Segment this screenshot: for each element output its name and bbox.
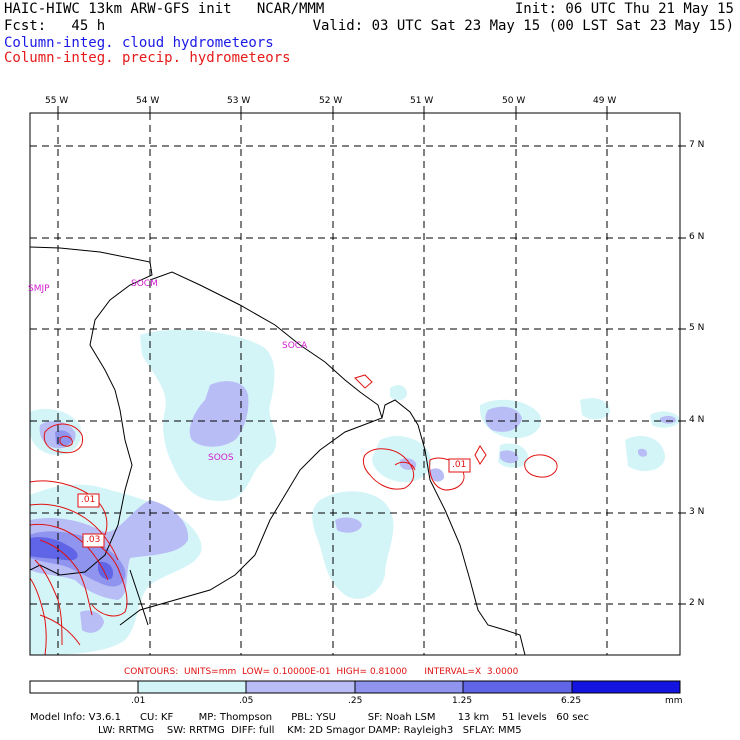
lon-label: 52 W bbox=[319, 96, 343, 106]
colorbar-tick: 1.25 bbox=[452, 696, 473, 706]
coastline bbox=[30, 246, 526, 655]
lon-label: 51 W bbox=[410, 96, 434, 106]
lat-label: 2 N bbox=[689, 598, 705, 608]
colorbar-tick: 6.25 bbox=[561, 696, 582, 706]
lat-lon-grid bbox=[30, 113, 680, 655]
init-time: Init: 06 UTC Thu 21 May 15 bbox=[514, 1, 734, 17]
legend-precip: Column-integ. precip. hydrometeors bbox=[4, 50, 291, 66]
model-info-line2: LW: RRTMG SW: RRTMG DIFF: full KM: 2D Sm… bbox=[98, 725, 522, 736]
forecast-hour: Fcst: 45 h bbox=[4, 18, 106, 34]
lat-label: 6 N bbox=[689, 232, 705, 242]
station-label: SOOS bbox=[208, 453, 234, 463]
station-label: SOCA bbox=[282, 341, 308, 351]
colorbar bbox=[29, 680, 681, 694]
map-frame bbox=[29, 112, 681, 656]
lat-label: 7 N bbox=[689, 140, 705, 150]
contour-label: .01 bbox=[81, 495, 96, 505]
lon-label: 50 W bbox=[502, 96, 526, 106]
station-label: SOCM bbox=[131, 279, 158, 289]
lat-label: 5 N bbox=[689, 323, 705, 333]
contour-label-boxes bbox=[77, 458, 471, 548]
colorbar-tick: .25 bbox=[348, 696, 363, 706]
colorbar-unit: mm bbox=[665, 696, 683, 706]
axis-ticks bbox=[57, 106, 686, 605]
contour-label: .03 bbox=[86, 535, 101, 545]
station-label: SMJP bbox=[28, 284, 50, 294]
contour-label: .01 bbox=[452, 460, 467, 470]
title-line: HAIC-HIWC 13km ARW-GFS init NCAR/MMM bbox=[4, 1, 325, 17]
lat-label: 3 N bbox=[689, 507, 705, 517]
legend-cloud: Column-integ. cloud hydrometeors bbox=[4, 35, 274, 51]
lon-label: 53 W bbox=[227, 96, 251, 106]
colorbar-tick: .01 bbox=[131, 696, 146, 706]
lat-label: 4 N bbox=[689, 415, 705, 425]
model-info-line1: Model Info: V3.6.1 CU: KF MP: Thompson P… bbox=[30, 712, 590, 723]
lon-label: 49 W bbox=[593, 96, 617, 106]
lon-label: 55 W bbox=[45, 96, 69, 106]
colorbar-tick: .05 bbox=[239, 696, 254, 706]
valid-time: Valid: 03 UTC Sat 23 May 15 (00 LST Sat … bbox=[312, 18, 734, 34]
precip-contours bbox=[30, 374, 558, 655]
contour-info: CONTOURS: UNITS=mm LOW= 0.10000E-01 HIGH… bbox=[124, 667, 519, 677]
lon-label: 54 W bbox=[136, 96, 160, 106]
